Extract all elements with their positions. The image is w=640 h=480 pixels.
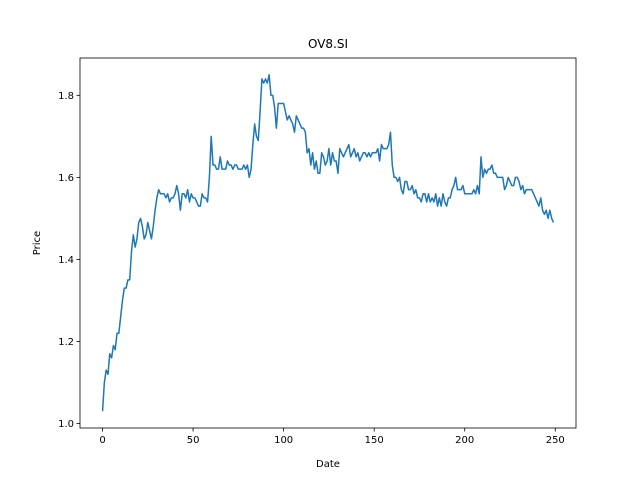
y-tick-label: 1.6 [58, 173, 74, 184]
x-tick-label: 250 [546, 435, 565, 446]
y-axis-ticks: 1.0 1.2 1.4 1.6 1.8 [58, 91, 80, 430]
x-axis-label: Date [316, 459, 340, 470]
y-tick-label: 1.4 [58, 255, 74, 266]
chart-title: OV8.SI [308, 37, 348, 51]
y-tick-label: 1.0 [58, 419, 74, 430]
x-tick-label: 150 [365, 435, 384, 446]
plot-frame [79, 57, 577, 429]
x-tick-label: 50 [187, 435, 200, 446]
x-tick-label: 0 [99, 435, 105, 446]
series-line-0 [101, 74, 555, 412]
plot-area [80, 58, 576, 428]
y-tick-label: 1.8 [58, 91, 74, 102]
y-tick-label: 1.2 [58, 337, 74, 348]
y-axis-label: Price [32, 231, 43, 255]
x-tick-label: 200 [455, 435, 474, 446]
x-axis-ticks: 0 50 100 150 200 250 [99, 428, 565, 446]
series-layer [101, 74, 555, 412]
x-tick-label: 100 [274, 435, 293, 446]
